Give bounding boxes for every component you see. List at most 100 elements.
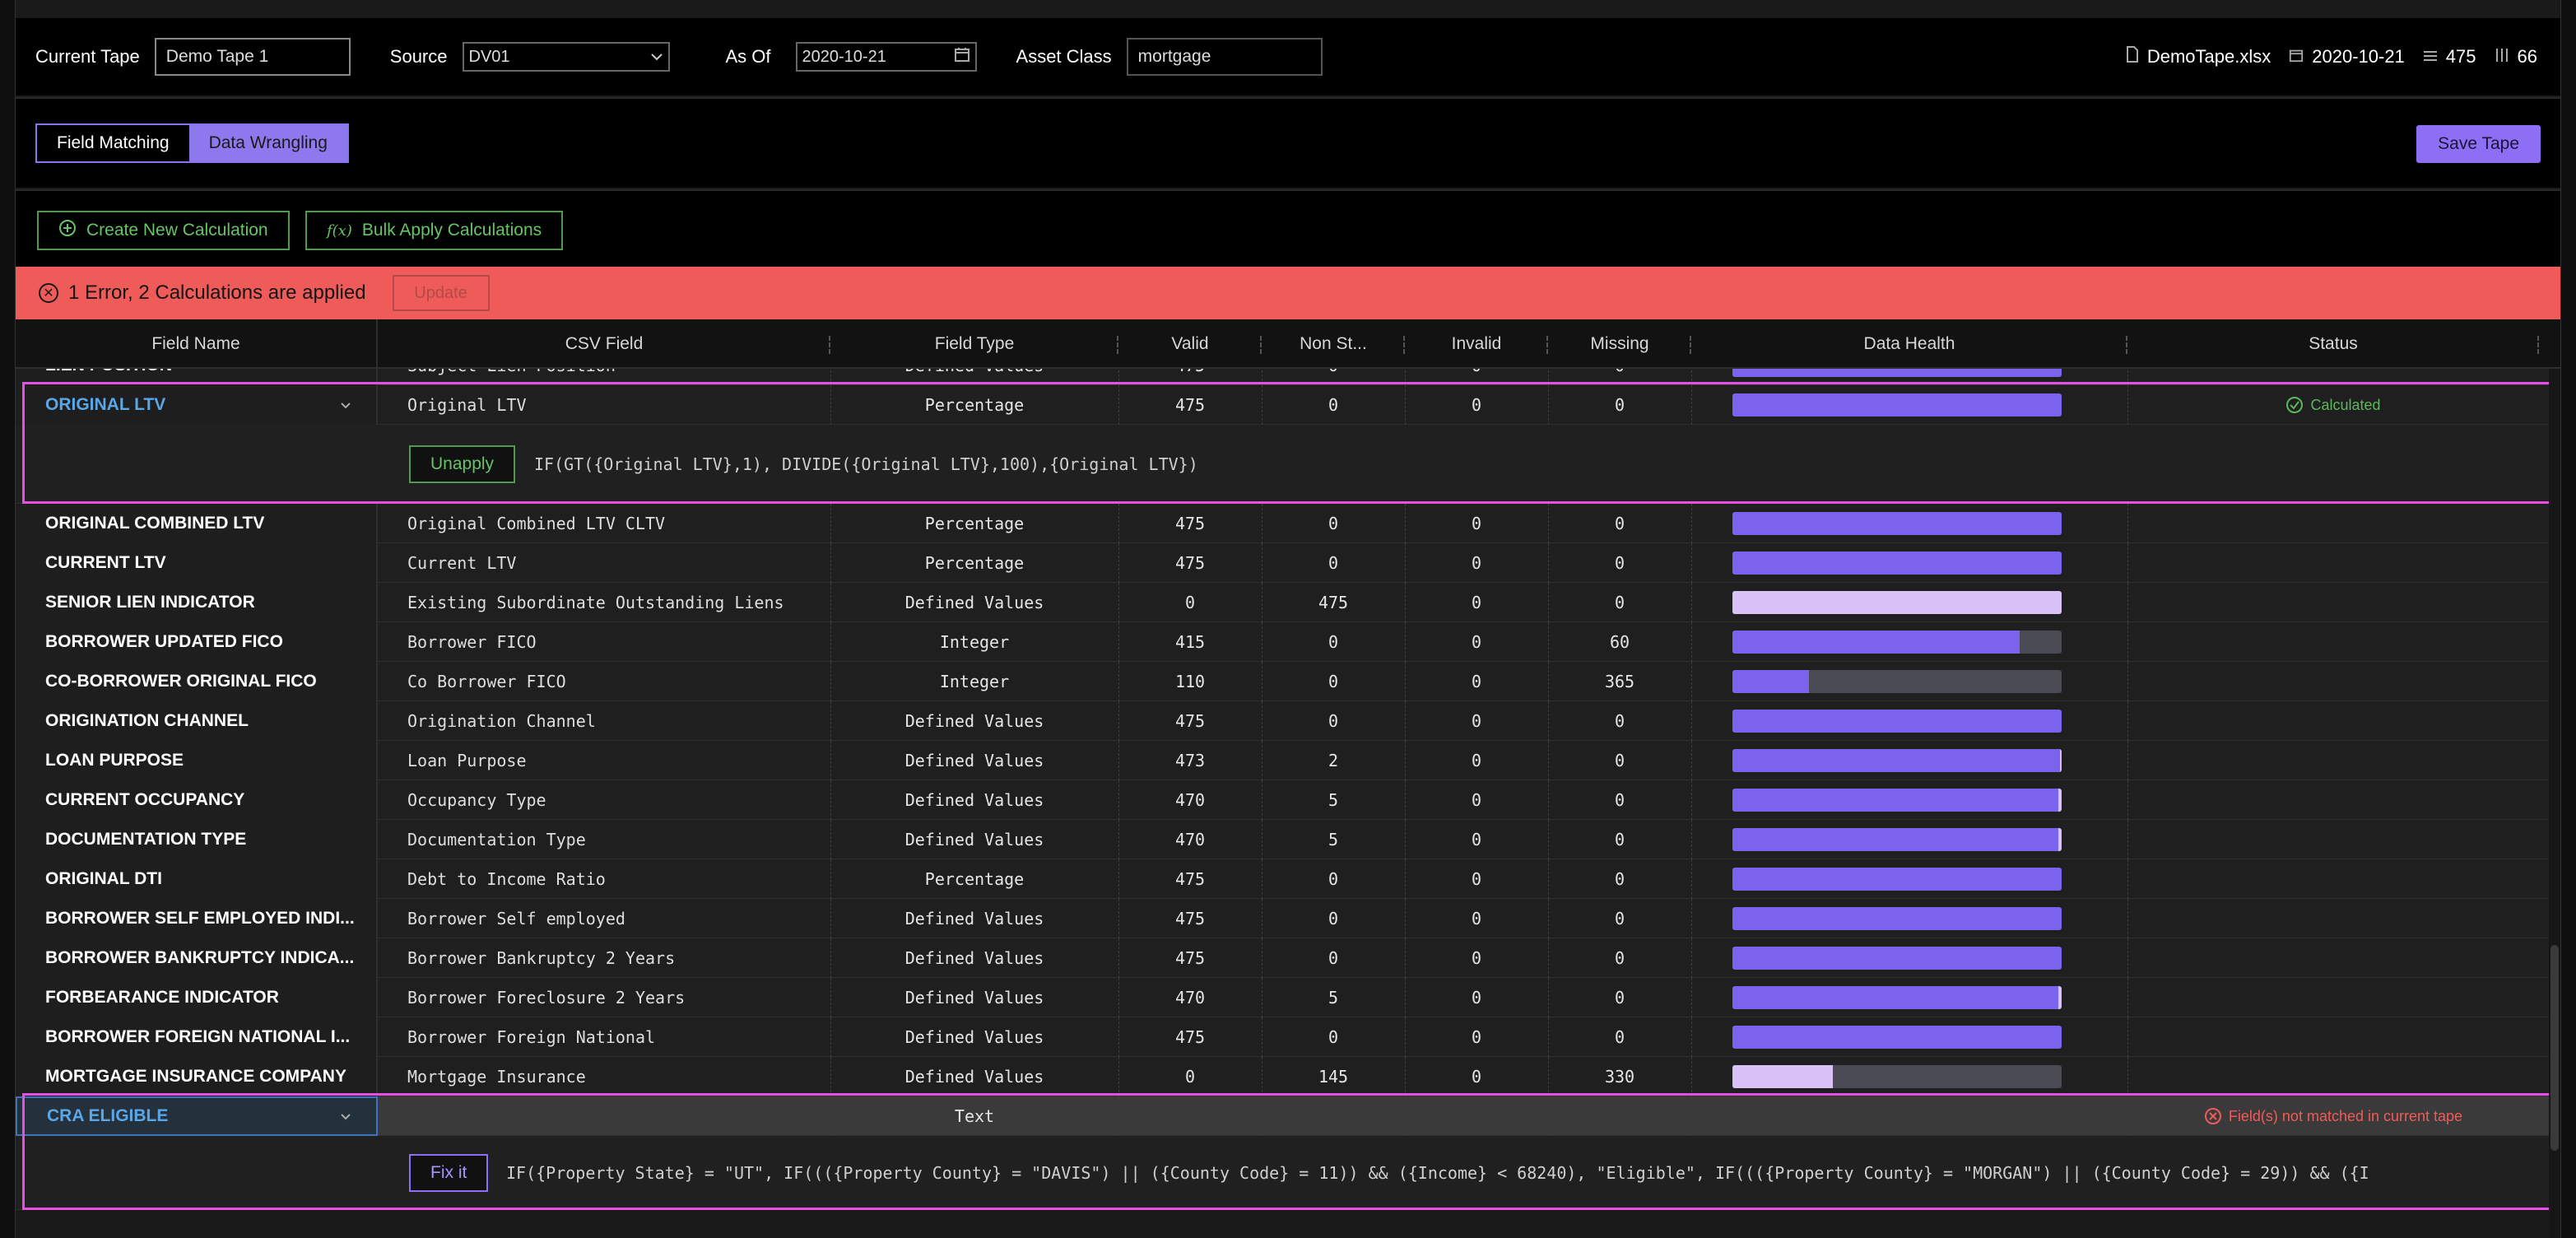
asset-class-input[interactable]: mortgage	[1126, 38, 1323, 76]
tab-field-matching[interactable]: Field Matching	[57, 133, 170, 152]
bulk-apply-button[interactable]: f(x) Bulk Apply Calculations	[305, 211, 564, 250]
table-row[interactable]: CRA ELIGIBLE Text Field(s) not matched in …	[16, 1096, 2560, 1136]
col-status[interactable]: Status	[2127, 319, 2539, 369]
col-field-type[interactable]: Field Type	[830, 319, 1118, 369]
table-row[interactable]: CURRENT OCCUPANCY Occupancy Type Defined V…	[16, 780, 2560, 820]
col-csv-field[interactable]: CSV Field	[378, 319, 830, 369]
invalid-count: 0	[1471, 553, 1482, 573]
save-tape-button[interactable]: Save Tape	[2416, 125, 2541, 163]
calculation-panel: Fix it IF({Property State} = "UT", IF((({…	[16, 1136, 2560, 1210]
field-type: Percentage	[924, 395, 1025, 415]
function-icon: f(x)	[327, 221, 352, 240]
file-date: 2020-10-21	[2289, 46, 2405, 67]
field-name: CRA ELIGIBLE	[16, 1096, 378, 1136]
table-row[interactable]: LIEN POSITION Subject Lien PositionDefine…	[16, 369, 2560, 385]
non-standard-count: 145	[1318, 1067, 1349, 1087]
missing-count: 0	[1614, 593, 1625, 612]
mode-tabs: Field Matching Data Wrangling	[35, 123, 349, 163]
health-valid-fill	[1732, 868, 2062, 891]
table-row[interactable]: DOCUMENTATION TYPE Documentation Type Defi…	[16, 820, 2560, 859]
health-nonstandard-fill	[1732, 1065, 1834, 1088]
csv-field: Co Borrower FICO	[407, 672, 566, 691]
field-type: Percentage	[924, 869, 1025, 889]
col-field-name[interactable]: Field Name	[16, 319, 378, 369]
table-row[interactable]: CURRENT LTV Current LTV Percentage 475 0 0 0	[16, 543, 2560, 583]
table-row[interactable]: BORROWER BANKRUPTCY INDICA... Borrower Ba…	[16, 938, 2560, 978]
missing-count: 0	[1614, 514, 1625, 533]
table-scrollbar[interactable]	[2549, 369, 2560, 1238]
data-health-bar	[1732, 749, 2062, 772]
table-body: LIEN POSITIONSubject Lien PositionDefine…	[16, 369, 2560, 1238]
field-name: BORROWER SELF EMPLOYED INDI...	[16, 899, 378, 938]
table-row[interactable]: SENIOR LIEN INDICATOR Existing Subordinat…	[16, 583, 2560, 622]
table-row[interactable]: BORROWER UPDATED FICO Borrower FICO Intege…	[16, 622, 2560, 662]
missing-count: 0	[1548, 369, 1691, 385]
health-valid-fill	[1732, 789, 2058, 812]
table-row[interactable]: MORTGAGE INSURANCE COMPANY Mortgage Insur…	[16, 1057, 2560, 1096]
missing-count: 0	[1614, 553, 1625, 573]
data-health-bar	[1732, 670, 2062, 693]
tape-meta: DemoTape.xlsx 2020-10-21 475 66	[2126, 18, 2537, 95]
create-calculation-button[interactable]: Create New Calculation	[37, 211, 290, 250]
non-standard-count: 0	[1328, 395, 1339, 415]
column-count: 66	[2495, 46, 2537, 67]
non-standard-count: 0	[1328, 948, 1339, 968]
table-row[interactable]: CO-BORROWER ORIGINAL FICO Co Borrower FIC…	[16, 662, 2560, 701]
field-type: Defined Values	[904, 593, 1044, 612]
field-type: Defined Values	[904, 830, 1044, 849]
col-valid[interactable]: Valid	[1118, 319, 1262, 369]
chevron-down-icon[interactable]	[340, 395, 351, 415]
update-button[interactable]: Update	[392, 275, 490, 311]
data-health-bar	[1732, 789, 2062, 812]
table-row[interactable]: ORIGINAL COMBINED LTV Original Combined L…	[16, 504, 2560, 543]
data-health-bar	[1732, 512, 2062, 535]
table-row[interactable]: FORBEARANCE INDICATOR Borrower Foreclosur…	[16, 978, 2560, 1017]
missing-count: 0	[1614, 711, 1625, 731]
csv-field: Loan Purpose	[407, 751, 527, 770]
valid-count: 475	[1174, 553, 1206, 573]
chevron-down-icon[interactable]	[340, 1106, 351, 1126]
table-row[interactable]: ORIGINAL DTI Debt to Income Ratio Percenta…	[16, 859, 2560, 899]
missing-count: 365	[1604, 672, 1635, 691]
columns-icon	[2495, 49, 2509, 67]
as-of-date-input[interactable]: 2020-10-21	[795, 42, 977, 72]
invalid-count: 0	[1471, 909, 1482, 928]
invalid-count: 0	[1471, 948, 1482, 968]
invalid-count: 0	[1471, 869, 1482, 889]
table-row[interactable]: BORROWER SELF EMPLOYED INDI... Borrower S…	[16, 899, 2560, 938]
valid-count: 0	[1184, 1067, 1196, 1087]
missing-count: 330	[1604, 1067, 1635, 1087]
valid-count: 415	[1174, 632, 1206, 652]
calendar-icon[interactable]	[954, 46, 970, 67]
tab-data-wrangling[interactable]: Data Wrangling	[188, 125, 347, 161]
col-missing[interactable]: Missing	[1548, 319, 1691, 369]
csv-field: Occupancy Type	[407, 790, 546, 810]
col-invalid[interactable]: Invalid	[1405, 319, 1548, 369]
tab-bar: Field Matching Data Wrangling Save Tape	[16, 97, 2560, 188]
field-name: BORROWER FOREIGN NATIONAL I...	[16, 1017, 378, 1057]
invalid-count: 0	[1471, 1027, 1482, 1047]
table-row[interactable]: ORIGINAL LTV Original LTV Percentage 475 0 0 0…	[16, 385, 2560, 425]
col-non-standard[interactable]: Non St...	[1262, 319, 1405, 369]
table-row[interactable]: LOAN PURPOSE Loan Purpose Defined Values 47…	[16, 741, 2560, 780]
missing-count: 0	[1614, 790, 1625, 810]
fix-it-button[interactable]: Fix it	[409, 1154, 489, 1192]
formula-text: IF(GT({Original LTV},1), DIVIDE({Origina…	[534, 454, 1198, 474]
col-data-health[interactable]: Data Health	[1691, 319, 2127, 369]
source-select[interactable]: DV01	[462, 42, 670, 72]
csv-field: Mortgage Insurance	[407, 1067, 586, 1087]
invalid-count: 0	[1471, 514, 1482, 533]
health-valid-fill	[1732, 631, 2020, 654]
health-valid-fill	[1732, 986, 2058, 1009]
data-health-bar	[1732, 986, 2062, 1009]
data-health-bar	[1732, 552, 2062, 575]
non-standard-count: 0	[1328, 632, 1339, 652]
current-tape-input[interactable]: Demo Tape 1	[154, 38, 351, 76]
unapply-button[interactable]: Unapply	[409, 445, 516, 483]
scrollbar-thumb[interactable]	[2550, 945, 2559, 1151]
valid-count: 475	[1174, 711, 1206, 731]
field-name: CURRENT LTV	[16, 543, 378, 583]
health-nonstandard-fill	[2060, 749, 2062, 772]
table-row[interactable]: BORROWER FOREIGN NATIONAL I... Borrower F…	[16, 1017, 2560, 1057]
table-row[interactable]: ORIGINATION CHANNEL Origination Channel De…	[16, 701, 2560, 741]
